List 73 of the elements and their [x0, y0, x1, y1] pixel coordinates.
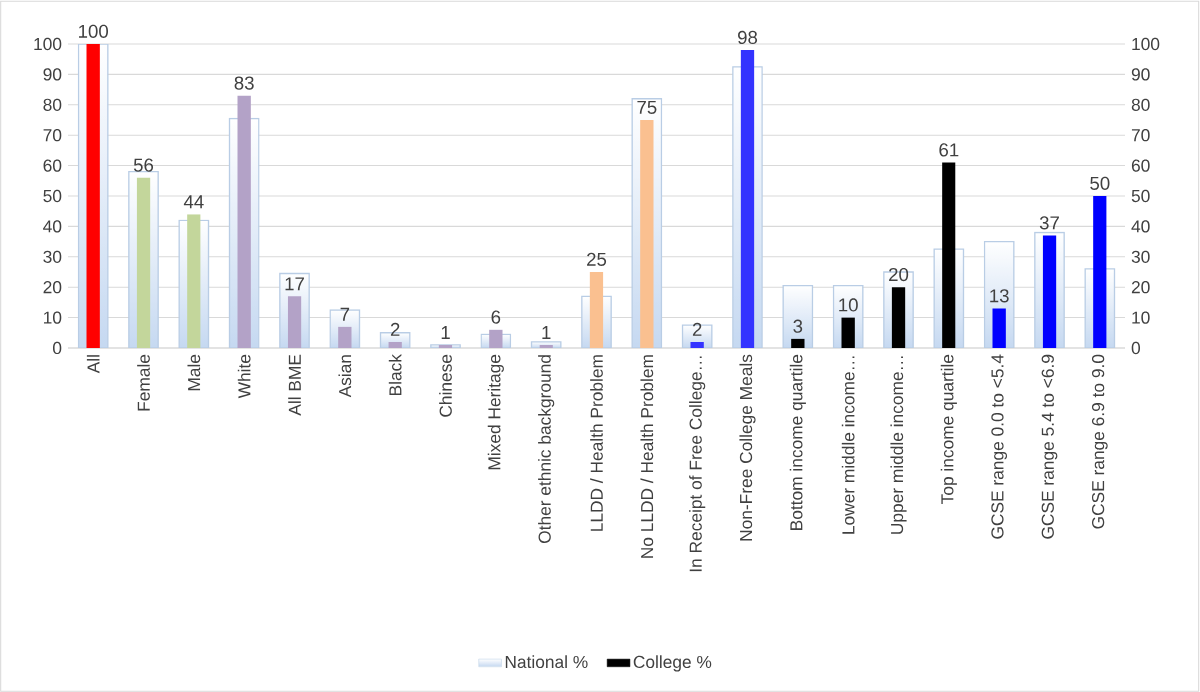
x-tick-label: Mixed Heritage	[487, 354, 504, 470]
x-tick-label: GCSE range 0.0 to <5.4	[991, 354, 1008, 539]
x-tick-label: Chinese	[439, 354, 452, 417]
data-label: 50	[1090, 176, 1110, 190]
y-tick-label: 80	[43, 98, 62, 111]
data-label: 1	[542, 326, 551, 339]
data-label: 83	[234, 76, 254, 90]
y2-tick-label: 60	[1131, 159, 1150, 172]
y-tick-label: 40	[43, 220, 62, 233]
y-tick-label: 90	[43, 68, 62, 81]
bar	[438, 344, 453, 348]
y2-tick-label: 100	[1132, 37, 1160, 51]
data-label: 2	[390, 322, 400, 336]
data-label: 25	[587, 252, 607, 266]
x-tick-label: Black	[388, 354, 402, 395]
y-tick-label: 0	[53, 341, 62, 355]
legend-label: National %	[505, 655, 588, 669]
data-label: 100	[79, 24, 109, 38]
x-tick-label: Other ethnic background	[538, 355, 555, 544]
legend-label: College %	[633, 655, 712, 672]
y2-tick-label: 70	[1131, 129, 1150, 142]
y-tick-label: 20	[43, 281, 62, 294]
y2-tick-label: 30	[1131, 250, 1150, 263]
data-label: 44	[183, 195, 204, 209]
data-label: 56	[133, 158, 154, 172]
x-tick-label: Asian	[338, 355, 352, 398]
data-label: 7	[340, 307, 350, 321]
data-label: 17	[285, 277, 304, 291]
bar	[338, 326, 352, 348]
x-tick-label: Non-Free College Meals	[739, 354, 756, 541]
x-tick-label: In Receipt of Free College…	[689, 356, 706, 572]
x-tick-label: Top income quartile	[940, 354, 957, 504]
x-tick-label: Bottom income quartile	[789, 354, 806, 530]
x-tick-label: LLDD / Health Problem	[590, 355, 603, 531]
y2-tick-label: 10	[1132, 311, 1150, 324]
x-tick-label: Male	[187, 354, 201, 391]
y-tick-label: 100	[34, 37, 62, 51]
x-tick-label: All BME	[288, 354, 301, 416]
data-label: 13	[990, 289, 1009, 303]
bar	[287, 296, 302, 348]
y-tick-label: 70	[43, 129, 62, 142]
y2-tick-label: 50	[1131, 189, 1150, 203]
data-label: 1	[441, 326, 450, 339]
y-tick-label: 10	[44, 311, 62, 324]
data-label: 20	[889, 267, 909, 282]
bar	[791, 338, 805, 348]
x-tick-label: No LLDD / Health Problem	[640, 355, 654, 558]
data-label: 10	[839, 298, 858, 312]
x-tick-label: White	[237, 354, 251, 399]
y2-tick-label: 90	[1131, 68, 1150, 81]
data-label: 6	[491, 310, 501, 324]
x-tick-label: GCSE range 5.4 to <6.9	[1041, 354, 1058, 539]
y2-tick-label: 20	[1131, 281, 1150, 294]
data-label: 37	[1039, 216, 1059, 230]
data-label: 2	[692, 322, 702, 336]
x-tick-label: All	[86, 355, 100, 374]
y-tick-label: 60	[43, 159, 62, 172]
x-tick-label: Female	[137, 354, 150, 411]
x-tick-label: Lower middle income…	[841, 356, 855, 534]
bar	[388, 341, 402, 348]
y2-tick-label: 80	[1131, 98, 1150, 111]
bar	[992, 308, 1006, 348]
data-label: 3	[793, 319, 803, 333]
bar	[841, 317, 855, 348]
x-tick-label: Upper middle income…	[890, 356, 907, 534]
y-tick-label: 50	[43, 189, 62, 203]
y2-tick-label: 0	[1131, 341, 1141, 355]
y2-tick-label: 40	[1131, 220, 1150, 233]
x-tick-label: GCSE range 6.9 to 9.0	[1091, 354, 1108, 529]
data-label: 61	[939, 143, 959, 157]
y-tick-label: 30	[43, 250, 62, 263]
data-label: 98	[738, 30, 758, 45]
data-label: 75	[637, 100, 657, 114]
